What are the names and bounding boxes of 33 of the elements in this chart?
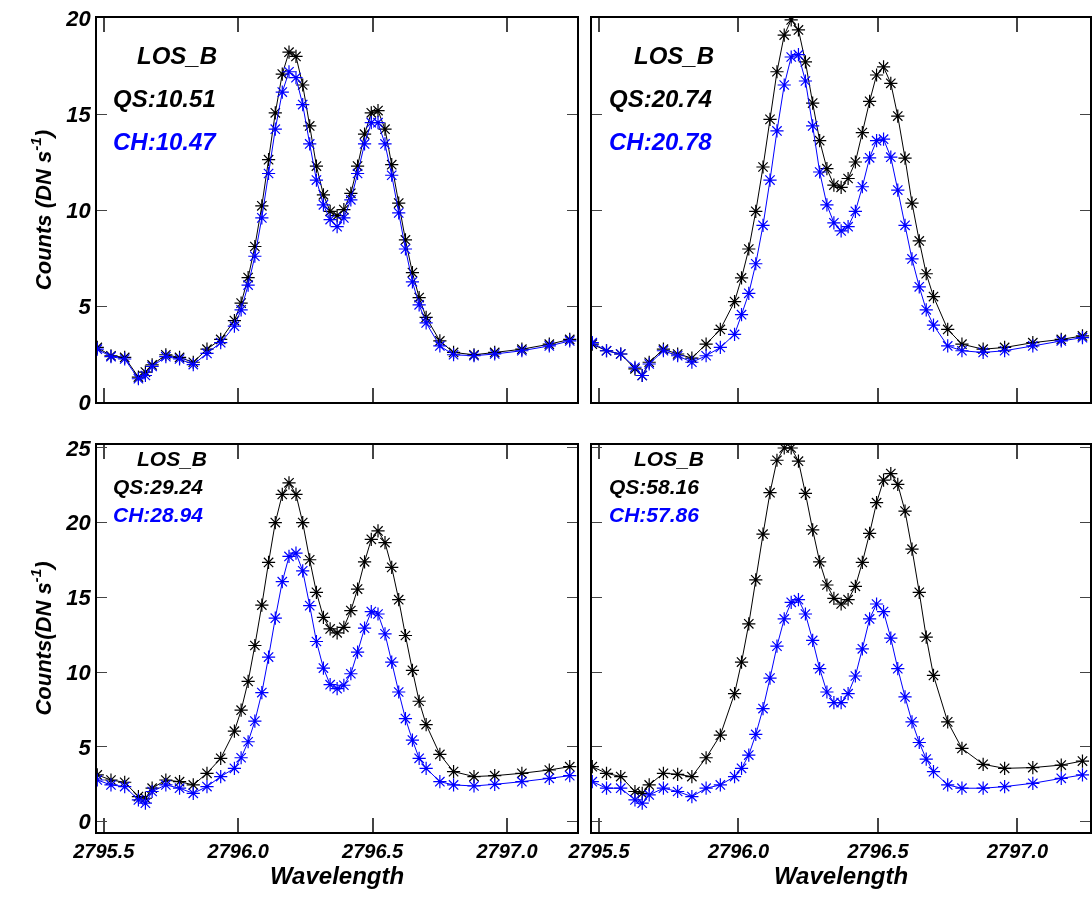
y-tick-label: 10 — [66, 659, 92, 685]
annotation: LOS_B — [634, 42, 715, 69]
annotation: QS:20.74 — [609, 85, 712, 112]
y-tick-label: 0 — [78, 809, 92, 835]
annotation: LOS_B — [137, 42, 218, 69]
x-tick-label: 2797.0 — [475, 839, 538, 862]
x-tick-label: 2797.0 — [985, 839, 1049, 862]
y-tick-label: 20 — [65, 5, 92, 31]
x-tick-label: 2796.0 — [706, 839, 770, 862]
y-tick-label: 25 — [65, 435, 92, 461]
y-tick-label: 15 — [66, 585, 92, 611]
annotation: LOS_B — [634, 447, 705, 470]
y-tick-label: 5 — [78, 734, 92, 760]
annotation: QS:58.16 — [609, 475, 700, 498]
y-tick-label: 5 — [78, 293, 92, 319]
x-axis-title: Wavelength — [269, 861, 405, 889]
x-tick-label: 2795.5 — [567, 839, 631, 862]
x-tick-label: 2795.5 — [72, 839, 136, 862]
x-tick-label: 2796.5 — [341, 839, 405, 862]
annotation: CH:20.78 — [609, 128, 713, 155]
annotation: CH:57.86 — [609, 503, 700, 526]
x-tick-label: 2796.0 — [206, 839, 269, 862]
annotation: LOS_B — [137, 447, 208, 470]
y-tick-label: 15 — [66, 101, 92, 127]
y-tick-label: 10 — [66, 197, 92, 223]
x-tick-label: 2796.5 — [846, 839, 910, 862]
x-axis-title: Wavelength — [773, 861, 909, 889]
annotation: CH:10.47 — [113, 128, 218, 155]
y-tick-label: 0 — [78, 389, 92, 415]
annotation: QS:29.24 — [113, 475, 204, 498]
annotation: QS:10.51 — [113, 85, 216, 112]
annotation: CH:28.94 — [113, 503, 204, 526]
y-tick-label: 20 — [65, 510, 92, 536]
